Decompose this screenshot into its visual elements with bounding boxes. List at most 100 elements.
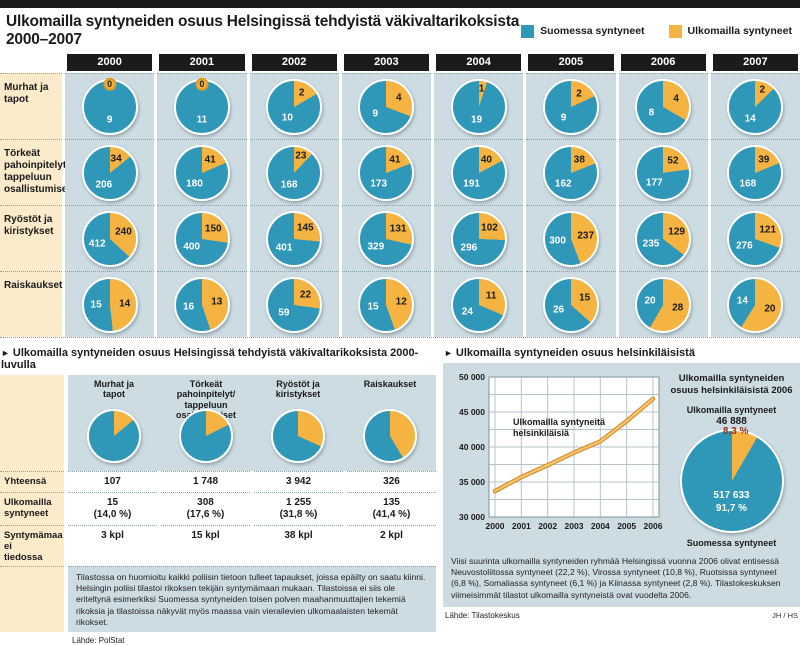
population-pie [679, 428, 784, 533]
year-header-2005: 2005 [528, 54, 614, 71]
pie-cell-2004-row1: 19 1 [434, 73, 524, 139]
foreign-born-pct: 8,3 % [722, 425, 749, 437]
summary-pie-3 [271, 409, 325, 463]
y-axis-tick-label: 50 000 [459, 372, 485, 382]
header: Ulkomailla syntyneiden osuus Helsingissä… [0, 8, 800, 52]
summary-value: 3 kpl [68, 524, 157, 566]
finland-born-count: 15 [90, 299, 102, 311]
finland-born-count: 400 [183, 241, 200, 253]
foreign-born-count: 22 [299, 289, 312, 301]
finland-born-value: 517 633 [713, 489, 750, 501]
pie-cell-2007-row3: 276 121 [710, 205, 800, 271]
finland-born-count: 191 [463, 178, 480, 190]
summary-title-text: Ulkomailla syntyneiden osuus Helsingissä… [1, 347, 419, 371]
pie-cell-2006-row3: 235 129 [618, 205, 708, 271]
summary-value-main: 1 748 [192, 476, 219, 487]
summary-value: 308 (17,6 %) [161, 491, 250, 525]
crime-pie-2004-row4: 24 11 [450, 276, 507, 333]
finland-born-count: 296 [460, 242, 478, 254]
finland-born-label: Suomessa syntyneet [686, 537, 777, 548]
summary-value: 38 kpl [254, 524, 343, 566]
crime-pie-2001-row4: 16 13 [173, 276, 230, 333]
summary-section-title: ► Ulkomailla syntyneiden osuus Helsingiss… [1, 347, 436, 371]
row-label-4: Raiskaukset [0, 271, 62, 337]
finland-born-count: 276 [735, 240, 753, 252]
foreign-born-count: 39 [758, 154, 770, 166]
foreign-born-count: 131 [389, 223, 407, 235]
population-footnote: Viisi suurinta ulkomailla syntyneiden ry… [451, 555, 781, 600]
finland-born-count: 329 [367, 241, 385, 253]
summary-footnote: Tilastossa on huomioitu kaikki poliisin … [68, 565, 436, 633]
finland-born-count: 26 [552, 304, 565, 316]
population-panel: ► Ulkomailla syntyneiden osuus helsinkilä… [443, 344, 800, 645]
summary-pie-2 [179, 409, 233, 463]
foreign-born-count: 145 [296, 222, 314, 234]
summary-value-pct: (31,8 %) [279, 509, 318, 520]
x-axis-tick-label: 2006 [644, 521, 663, 531]
crime-pie-2006-row2: 177 52 [635, 144, 692, 201]
finland-born-count: 11 [196, 114, 208, 126]
bottom-section: ► Ulkomailla syntyneiden osuus Helsingiss… [0, 344, 800, 645]
finland-born-count: 9 [106, 114, 113, 126]
finland-born-count: 15 [367, 301, 379, 313]
summary-value: 3 942 [254, 471, 343, 492]
finland-born-count: 14 [736, 295, 748, 307]
population-chart-panel: Ulkomailla syntyneitä helsinkiläisiä 50 00… [443, 363, 800, 608]
summary-value-main: 15 [106, 496, 119, 508]
pie-cell-2003-row3: 329 131 [341, 205, 431, 271]
foreign-born-count: 40 [480, 154, 492, 166]
finland-born-values: 517 633 91,7 % [713, 489, 749, 515]
pie-cell-2005-row2: 162 38 [526, 139, 616, 205]
pie-cell-2007-row1: 14 2 [710, 73, 800, 139]
summary-value: 107 [68, 471, 157, 492]
foreign-born-count: 20 [764, 303, 776, 315]
year-header-2003: 2003 [343, 54, 429, 71]
summary-value-pct: (41,4 %) [372, 509, 411, 520]
summary-column-2: Törkeät pahoinpitelyt/ tappeluun osallis… [160, 379, 252, 463]
finland-born-count: 16 [182, 301, 195, 313]
year-header-2004: 2004 [436, 54, 522, 71]
finland-born-count: 10 [281, 112, 293, 124]
y-axis-tick-label: 35 000 [459, 477, 485, 487]
summary-value-main: 3 942 [285, 476, 312, 487]
year-header-corner [0, 54, 62, 71]
pie-cell-2003-row4: 15 12 [341, 271, 431, 337]
summary-panel: ► Ulkomailla syntyneiden osuus Helsingiss… [0, 344, 436, 645]
foreign-born-count: 15 [579, 292, 591, 304]
foreign-born-count: 240 [115, 226, 132, 238]
x-axis-tick-label: 2004 [591, 521, 610, 531]
foreign-born-count: 28 [672, 302, 684, 314]
pie-cell-2000-row4: 15 14 [65, 271, 155, 337]
top-black-bar [0, 0, 800, 8]
crime-pie-2002-row4: 59 22 [266, 276, 323, 333]
crime-pie-2005-row4: 26 15 [542, 276, 599, 333]
finland-born-count: 168 [739, 178, 757, 190]
pie-cell-2007-row4: 14 20 [710, 271, 800, 337]
crime-pie-2007-row1: 14 2 [727, 78, 784, 135]
foreign-born-count: 41 [389, 154, 401, 166]
x-axis-tick-label: 2000 [486, 521, 505, 531]
finland-born-count: 401 [275, 242, 293, 254]
x-axis-tick-label: 2005 [617, 521, 636, 531]
year-header-row: 2000 2001 2002 2003 2004 2005 2006 2007 [0, 54, 800, 71]
source-polstat: Lähde: PolStat [72, 636, 125, 645]
foreign-born-count: 4 [673, 93, 679, 105]
foreign-born-count: 13 [211, 296, 223, 308]
blue-swatch-icon [521, 24, 535, 38]
summary-value-main: 38 kpl [284, 529, 313, 541]
foreign-born-count: 14 [119, 298, 131, 310]
foreign-born-count-zero-badge: 0 [103, 77, 117, 91]
finland-born-count: 9 [560, 112, 567, 124]
summary-value-main: 326 [383, 476, 400, 487]
pie-cell-2002-row3: 401 145 [249, 205, 339, 271]
pie-cell-2001-row1: 11 0 [157, 73, 247, 139]
summary-row-label-1: Yhteensä [0, 471, 64, 492]
finland-born-count: 300 [549, 235, 566, 247]
orange-swatch-icon [668, 24, 682, 38]
credit: JH / HS [772, 611, 798, 621]
summary-value-pct: (17,6 %) [186, 509, 225, 520]
pie-cell-2002-row4: 59 22 [249, 271, 339, 337]
